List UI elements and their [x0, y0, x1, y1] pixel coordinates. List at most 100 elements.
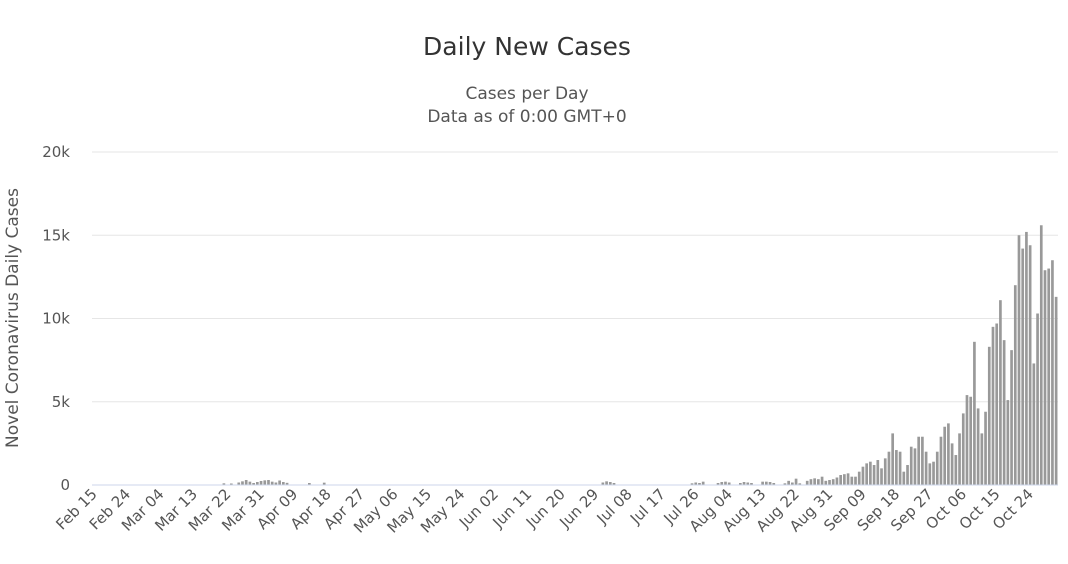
bar[interactable]: [939, 436, 943, 485]
bar[interactable]: [716, 483, 720, 485]
bar[interactable]: [1032, 363, 1036, 485]
bar[interactable]: [828, 480, 831, 485]
bar[interactable]: [839, 475, 842, 485]
bar[interactable]: [869, 461, 872, 485]
bar[interactable]: [1047, 268, 1051, 485]
bar[interactable]: [690, 483, 694, 485]
bar[interactable]: [809, 479, 813, 485]
bar[interactable]: [995, 323, 999, 486]
bar[interactable]: [880, 468, 883, 485]
bar[interactable]: [906, 465, 909, 485]
bar[interactable]: [1054, 296, 1058, 485]
bar[interactable]: [872, 465, 876, 485]
bar[interactable]: [958, 433, 961, 485]
bar[interactable]: [765, 481, 768, 485]
bar[interactable]: [746, 482, 750, 486]
bar[interactable]: [846, 473, 850, 485]
bar[interactable]: [917, 436, 921, 485]
bar[interactable]: [259, 481, 263, 485]
bar[interactable]: [1043, 270, 1047, 485]
bar[interactable]: [720, 482, 724, 485]
bar[interactable]: [612, 483, 616, 485]
bar[interactable]: [783, 483, 787, 485]
bar[interactable]: [861, 466, 865, 485]
bar[interactable]: [913, 448, 917, 485]
bar[interactable]: [601, 482, 605, 486]
bar[interactable]: [950, 443, 954, 486]
bar[interactable]: [237, 482, 241, 486]
bar[interactable]: [898, 451, 902, 485]
bar[interactable]: [969, 396, 973, 485]
bar[interactable]: [698, 483, 701, 485]
bar[interactable]: [1051, 260, 1054, 485]
bar[interactable]: [724, 481, 727, 485]
bar[interactable]: [791, 482, 794, 486]
bar[interactable]: [768, 482, 772, 485]
bar[interactable]: [999, 300, 1002, 485]
bar[interactable]: [742, 482, 746, 485]
bar[interactable]: [947, 423, 950, 485]
bar[interactable]: [761, 481, 764, 485]
bar[interactable]: [1017, 235, 1021, 485]
bar[interactable]: [274, 482, 278, 486]
bar[interactable]: [943, 426, 947, 485]
bar[interactable]: [1025, 231, 1028, 485]
bar[interactable]: [895, 450, 898, 485]
bar[interactable]: [909, 446, 913, 485]
bar[interactable]: [835, 477, 839, 485]
bar[interactable]: [843, 474, 846, 485]
bar[interactable]: [222, 483, 226, 485]
bar[interactable]: [794, 478, 798, 485]
bar[interactable]: [256, 482, 259, 485]
bar[interactable]: [984, 411, 987, 485]
bar[interactable]: [987, 346, 991, 485]
bar[interactable]: [891, 433, 895, 485]
bar[interactable]: [865, 463, 868, 485]
bar[interactable]: [605, 481, 608, 485]
bar[interactable]: [308, 483, 311, 485]
bar[interactable]: [701, 481, 705, 485]
bar[interactable]: [252, 483, 255, 485]
bar[interactable]: [961, 413, 965, 485]
bar[interactable]: [694, 482, 698, 486]
bar[interactable]: [883, 458, 887, 485]
bar[interactable]: [285, 482, 289, 485]
bar[interactable]: [1010, 350, 1013, 485]
bar[interactable]: [1039, 225, 1043, 485]
bar[interactable]: [991, 326, 995, 485]
bar[interactable]: [817, 479, 820, 485]
bar[interactable]: [876, 460, 880, 485]
bar[interactable]: [229, 483, 233, 486]
bar[interactable]: [824, 480, 828, 485]
bar[interactable]: [282, 482, 285, 485]
bar[interactable]: [805, 480, 809, 485]
bar[interactable]: [887, 451, 891, 485]
bar[interactable]: [1021, 248, 1025, 485]
bar[interactable]: [750, 483, 753, 485]
bar[interactable]: [813, 478, 816, 485]
bar[interactable]: [850, 476, 854, 485]
bar[interactable]: [924, 451, 928, 485]
bar[interactable]: [854, 476, 857, 485]
bar[interactable]: [263, 480, 267, 485]
bar[interactable]: [322, 482, 326, 485]
bar[interactable]: [278, 480, 281, 486]
bar[interactable]: [954, 455, 958, 485]
bar[interactable]: [935, 451, 939, 485]
bar[interactable]: [831, 479, 835, 485]
bar[interactable]: [1013, 285, 1017, 485]
bar[interactable]: [1028, 245, 1032, 485]
bar[interactable]: [1036, 313, 1039, 486]
bar[interactable]: [820, 476, 824, 485]
bar[interactable]: [1002, 340, 1006, 485]
bar[interactable]: [973, 341, 976, 485]
bar[interactable]: [772, 483, 776, 485]
bar[interactable]: [928, 463, 932, 485]
bar[interactable]: [857, 471, 861, 485]
bar[interactable]: [921, 436, 924, 485]
bar[interactable]: [739, 483, 742, 485]
bar[interactable]: [241, 481, 244, 485]
bar[interactable]: [244, 480, 248, 485]
bar[interactable]: [270, 481, 274, 485]
bar[interactable]: [248, 481, 252, 485]
